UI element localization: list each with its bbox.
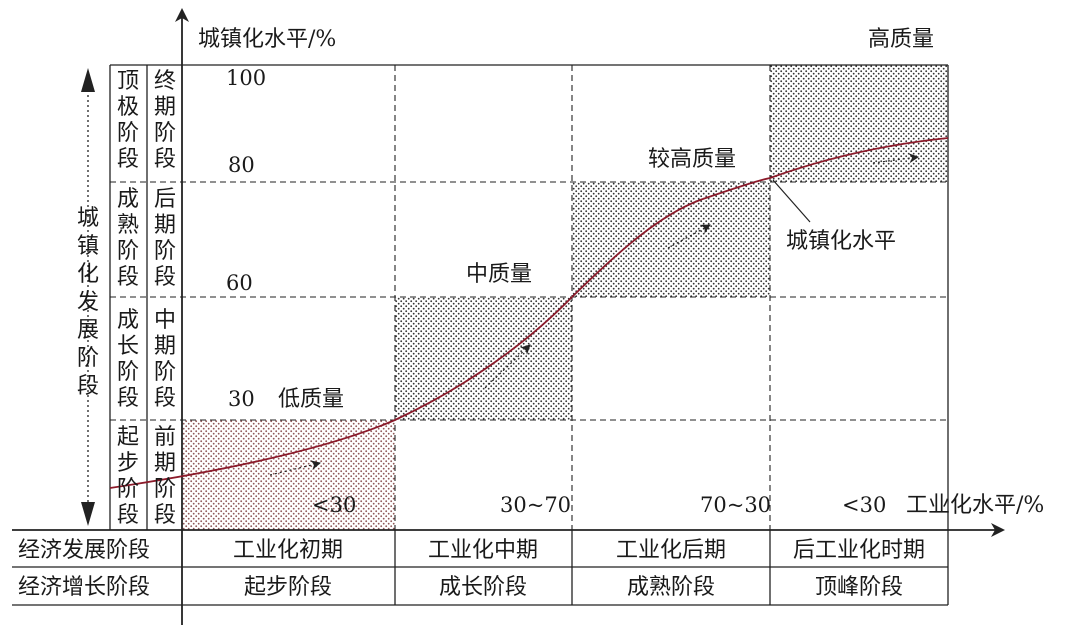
stage-char: 期 [154, 95, 176, 120]
table-row1-cell: 工业化中期 [428, 538, 538, 563]
stage-char: 段 [117, 147, 139, 172]
y-tick-100: 100 [226, 66, 266, 90]
stage-char: 段 [117, 386, 139, 411]
stage-char: 阶 [117, 360, 139, 385]
stage-col2-late: 后 期 阶 段 [154, 187, 176, 290]
stage-char: 顶 [117, 69, 139, 94]
stage-char: 起 [117, 425, 139, 450]
stage-title-char: 发 [77, 290, 99, 315]
y-tick-80: 80 [228, 153, 255, 177]
stage-char: 极 [117, 95, 139, 120]
stage-title-char: 段 [77, 374, 99, 399]
x-tick-1: <30 [312, 493, 356, 517]
table-row1-cell: 工业化后期 [616, 538, 726, 563]
stage-char: 终 [154, 69, 176, 94]
stage-char: 阶 [154, 477, 176, 502]
low-quality-label: 低质量 [278, 387, 344, 412]
x-axis-title: 工业化水平/% [906, 493, 1044, 518]
curve-label-leader [772, 179, 811, 223]
stage-char: 段 [154, 503, 176, 528]
stage-title-char: 阶 [77, 346, 99, 371]
x-tick-2: 30~70 [500, 493, 571, 517]
stage-char: 熟 [117, 213, 139, 238]
stage-arrow-head-down [81, 502, 95, 526]
stage-char: 期 [154, 213, 176, 238]
stage-char: 期 [154, 334, 176, 359]
stage-char: 步 [117, 451, 139, 476]
higher-quality-region [572, 182, 770, 297]
table-row1-cell: 后工业化时期 [793, 538, 925, 563]
stage-title-char: 化 [77, 262, 99, 287]
stage-title-char: 展 [77, 318, 99, 343]
urbanization-curve [109, 137, 949, 489]
higher-quality-label: 较高质量 [648, 147, 736, 172]
stage-char: 前 [154, 425, 176, 450]
x-tick-3: 70~30 [700, 493, 771, 517]
stage-col2-early: 前 期 阶 段 [154, 425, 176, 528]
stage-char: 段 [154, 386, 176, 411]
mid-quality-region [395, 297, 572, 420]
stage-char: 中 [154, 308, 176, 333]
stage-char: 成 [117, 187, 139, 212]
stage-char: 阶 [154, 360, 176, 385]
table-row1-header: 经济发展阶段 [18, 538, 150, 563]
high-quality-region [770, 65, 948, 182]
stage-char: 段 [154, 265, 176, 290]
stage-char: 成 [117, 308, 139, 333]
stage-char: 阶 [154, 239, 176, 264]
low-quality-region [182, 420, 395, 530]
stage-col1-mature: 成 熟 阶 段 [117, 187, 139, 290]
stage-char: 阶 [117, 477, 139, 502]
table-row2-cell: 起步阶段 [244, 575, 332, 600]
table-row2-cell: 成长阶段 [439, 575, 527, 600]
mid-quality-label: 中质量 [466, 262, 532, 287]
curve-label: 城镇化水平 [786, 229, 896, 254]
stage-char: 后 [154, 187, 176, 212]
high-quality-label: 高质量 [868, 27, 934, 52]
stage-char: 阶 [117, 239, 139, 264]
stage-col1-top: 顶 极 阶 段 [117, 69, 139, 172]
y-axis-title: 城镇化水平/% [198, 27, 336, 52]
stage-col2-mid: 中 期 阶 段 [154, 308, 176, 411]
stage-char: 段 [117, 265, 139, 290]
stage-col2-final: 终 期 阶 段 [154, 69, 176, 172]
table-row2-cell: 顶峰阶段 [815, 575, 903, 600]
stage-char: 阶 [154, 121, 176, 146]
trend-arrow-2 [484, 344, 531, 389]
stage-title-char: 镇 [77, 234, 99, 259]
y-tick-60: 60 [226, 271, 253, 295]
stage-char: 段 [117, 503, 139, 528]
table-row1-cell: 工业化初期 [233, 538, 343, 563]
stage-char: 段 [154, 147, 176, 172]
stage-arrow-head-up [81, 68, 95, 92]
y-tick-30: 30 [228, 387, 255, 411]
urbanization-stage-title: 城 镇 化 发 展 阶 段 [77, 206, 99, 399]
stage-char: 阶 [117, 121, 139, 146]
stage-col1-growth: 成 长 阶 段 [117, 308, 139, 411]
stage-char: 长 [117, 334, 139, 359]
stage-title-char: 城 [77, 206, 99, 231]
x-tick-4: <30 [842, 493, 886, 517]
trend-arrow-1 [269, 460, 321, 476]
table-row2-header: 经济增长阶段 [18, 575, 150, 600]
stage-char: 期 [154, 451, 176, 476]
table-row2-cell: 成熟阶段 [627, 575, 715, 600]
stage-col1-start: 起 步 阶 段 [117, 425, 139, 528]
